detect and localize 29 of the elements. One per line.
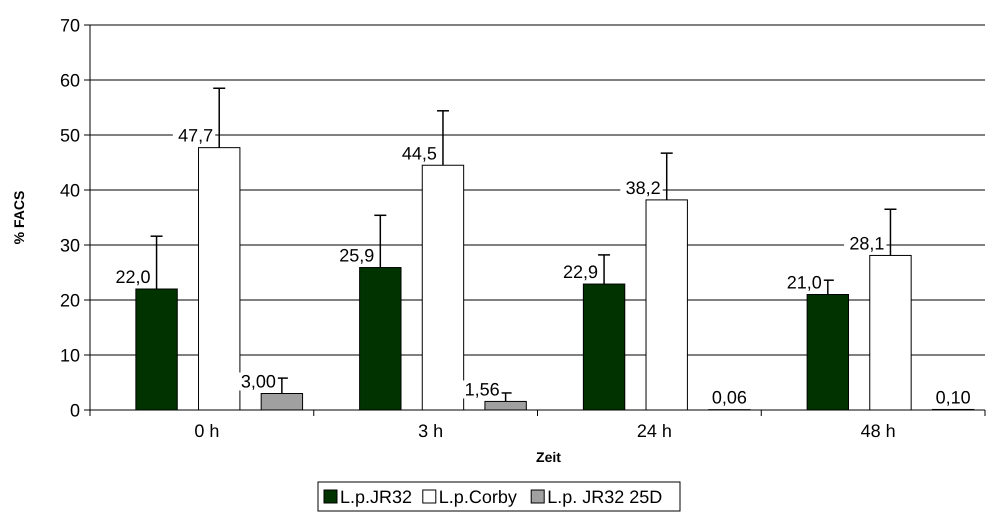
y-tick-label: 70	[60, 15, 80, 36]
legend-label: L.p. JR32 25D	[547, 487, 662, 507]
x-tick-label: 48 h	[860, 421, 896, 441]
x-tick-label: 0 h	[194, 421, 220, 441]
x-tick-label: 24 h	[636, 421, 672, 441]
y-tick-label: 20	[60, 290, 80, 310]
y-tick-label: 40	[60, 180, 80, 200]
data-label: 1,56	[464, 379, 500, 400]
data-label: 47,7	[178, 126, 214, 146]
data-label: 25,9	[339, 246, 374, 266]
data-label: 38,2	[626, 178, 661, 198]
y-axis-title: % FACS	[11, 190, 27, 244]
y-tick-label: 50	[60, 125, 80, 146]
data-label: 21,0	[786, 272, 822, 292]
y-tick-label: 60	[60, 70, 80, 90]
x-axis-title: Zeit	[536, 449, 562, 465]
data-label: 22,9	[563, 262, 598, 282]
data-label: 28,1	[849, 233, 884, 254]
data-label: 0,06	[712, 388, 747, 408]
data-label: 22,0	[116, 267, 151, 287]
legend-label: L.p.JR32	[340, 487, 412, 507]
y-tick-label: 0	[70, 400, 80, 420]
y-tick-label: 30	[60, 235, 80, 256]
data-label: 0,10	[936, 387, 971, 408]
y-tick-label: 10	[60, 345, 80, 366]
legend-label: L.p.Corby	[438, 487, 517, 507]
data-label: 3,00	[240, 372, 276, 392]
data-label: 44,5	[402, 143, 437, 164]
x-tick-label: 3 h	[418, 421, 444, 441]
